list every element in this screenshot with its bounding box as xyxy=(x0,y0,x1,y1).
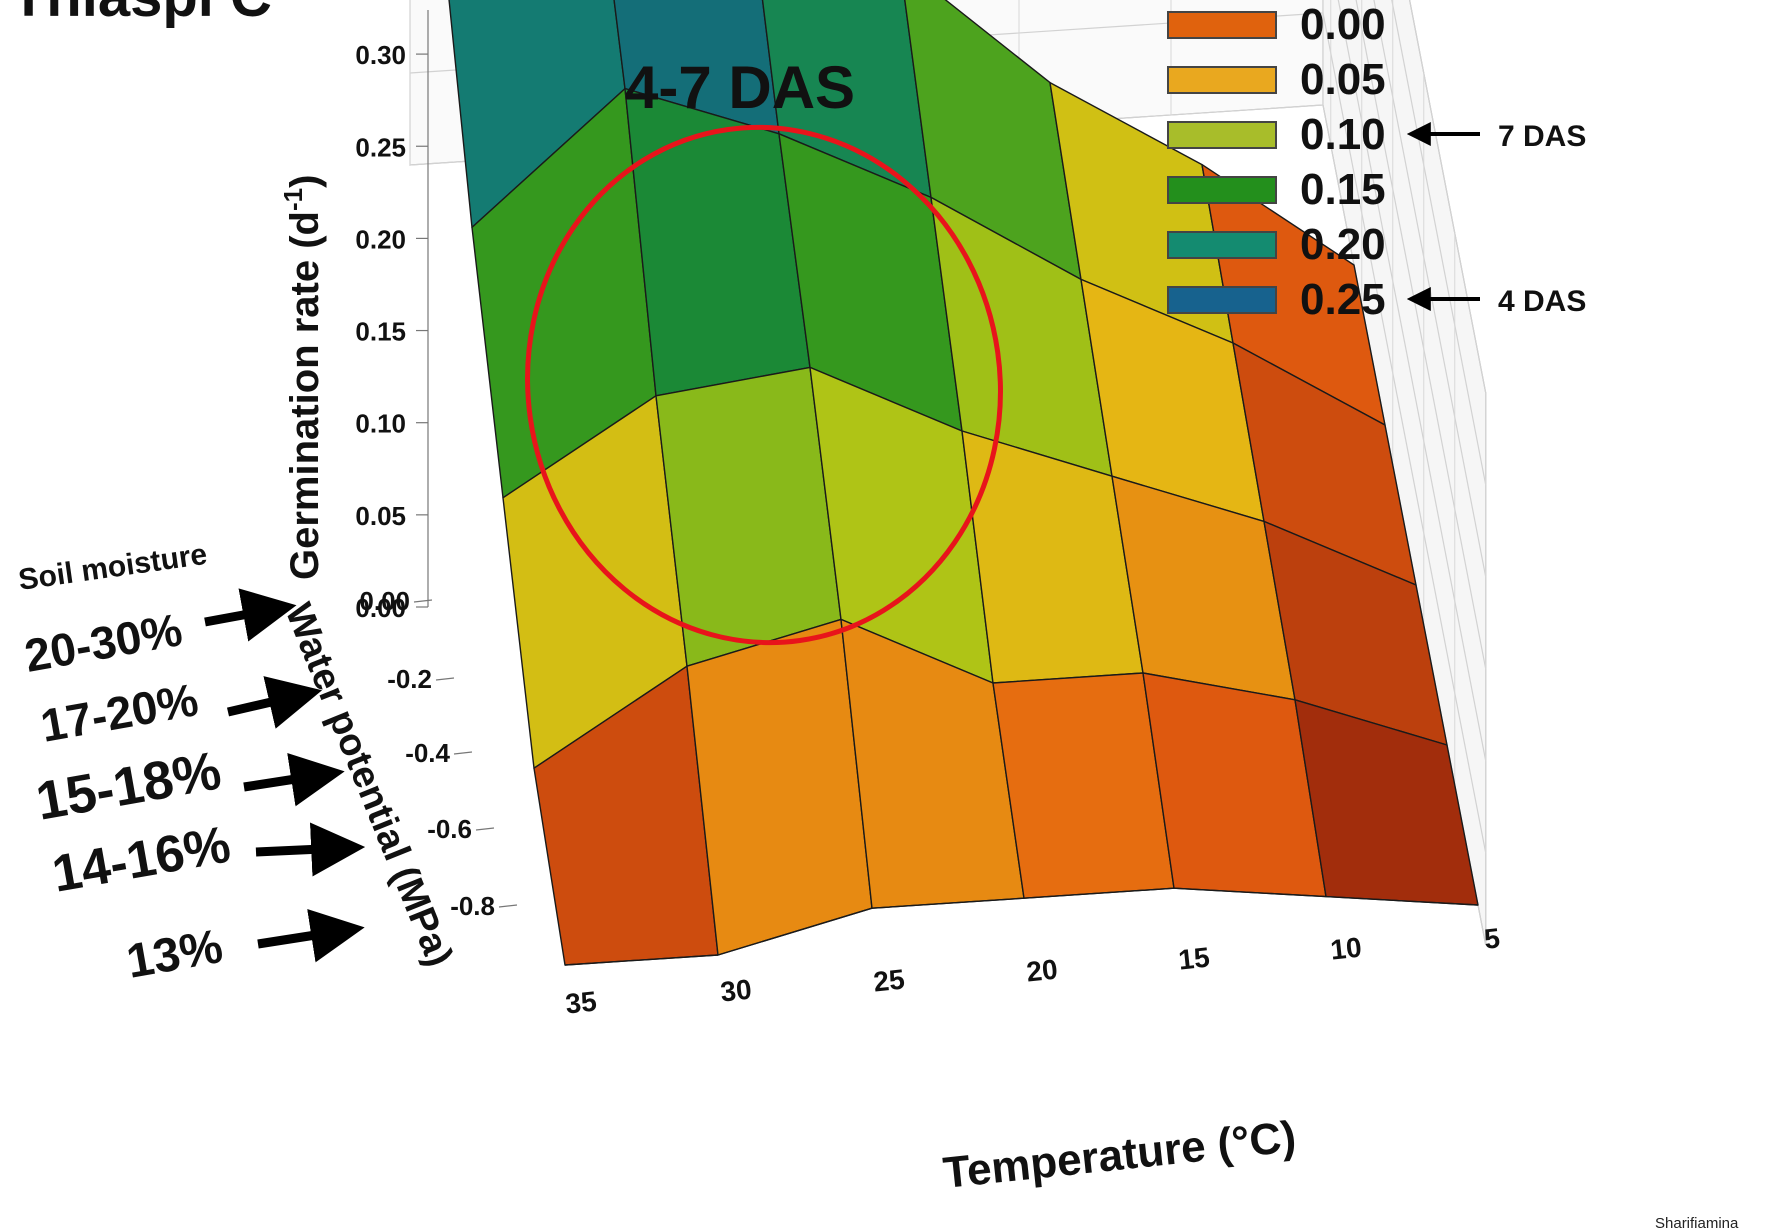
z-tick-label: 0.10 xyxy=(355,409,406,439)
z-gridline-side xyxy=(1391,0,1487,486)
soil-moisture-arrow xyxy=(243,752,345,807)
soil-moisture-level: 13% xyxy=(123,920,227,989)
soil-moisture-level: 15-18% xyxy=(32,740,226,831)
surface-cell xyxy=(686,618,873,956)
legend-swatch xyxy=(1167,121,1277,149)
legend-swatch xyxy=(1167,176,1277,204)
z-tick-label: 0.15 xyxy=(355,317,406,347)
x-tick-label: 35 xyxy=(564,986,598,1020)
surface-edge xyxy=(564,954,719,966)
surface-edge xyxy=(1325,895,1479,906)
response-surface xyxy=(448,0,1479,966)
legend-label: 0.20 xyxy=(1300,220,1386,269)
surface-edge xyxy=(871,897,1025,909)
legend-label: 0.05 xyxy=(1300,55,1386,104)
surface-edge xyxy=(1023,887,1175,899)
legend-swatch xyxy=(1167,11,1277,39)
x-axis-ticks: 35 30 25 20 15 10 5 xyxy=(564,922,1501,1019)
chart-title-fragment: of Thlaspi C xyxy=(0,0,272,29)
legend: 0.00 0.05 0.10 7 DAS 0.15 0.20 0.25 4 DAS xyxy=(1167,0,1586,324)
x-tick-label: 15 xyxy=(1177,942,1211,976)
legend-swatch xyxy=(1167,286,1277,314)
soil-moisture-level: 17-20% xyxy=(37,673,202,752)
soil-moisture-level: 20-30% xyxy=(21,603,186,682)
legend-label: 0.15 xyxy=(1300,165,1386,214)
legend-label: 0.00 xyxy=(1300,0,1386,49)
z-tick-label: 0.00 xyxy=(355,593,406,623)
y-tick-mark xyxy=(498,904,518,908)
z-gridline-side xyxy=(1337,0,1487,762)
x-tick-label: 10 xyxy=(1329,932,1363,966)
z-tick-label: 0.30 xyxy=(355,40,406,70)
y-tick-label: -0.4 xyxy=(405,738,450,768)
x-tick-label: 30 xyxy=(719,974,753,1008)
y-tick-label: -0.6 xyxy=(427,814,472,844)
z-gridline-side xyxy=(1322,12,1487,854)
legend-note: 7 DAS xyxy=(1498,120,1586,153)
soil-moisture-arrow xyxy=(257,908,365,963)
credit: Sharifiamina xyxy=(1655,1215,1739,1231)
z-tick-label: 0.25 xyxy=(355,132,406,162)
z-tick-label: 0.20 xyxy=(355,224,406,254)
x-axis-label: Temperature (°C) xyxy=(941,1112,1298,1198)
legend-label: 0.10 xyxy=(1300,110,1386,159)
z-axis-label-sup: -1 xyxy=(278,188,308,211)
x-tick-label: 5 xyxy=(1483,922,1502,954)
highlight-ellipse xyxy=(525,124,1003,646)
soil-moisture-arrow xyxy=(204,588,297,642)
z-gridline-side xyxy=(1355,0,1487,670)
y-axis-ticks: 0.00 -0.2 -0.4 -0.6 -0.8 xyxy=(359,586,518,921)
y-tick-mark xyxy=(413,599,433,603)
x-tick-label: 25 xyxy=(872,964,906,998)
legend-note: 4 DAS xyxy=(1498,285,1586,318)
z-gridline-side xyxy=(1373,0,1487,578)
legend-label: 0.25 xyxy=(1300,275,1386,324)
soil-moisture-arrow xyxy=(255,822,366,877)
surface-cell xyxy=(655,366,842,667)
axes: 0.00 0.05 0.10 0.15 0.20 0.25 0.30 0.00 -0.2 -0.… xyxy=(355,10,1501,1020)
soil-moisture-levels: 20-30%17-20%15-18%14-16% 13% xyxy=(21,588,366,989)
soil-moisture-level: 14-16% xyxy=(48,816,235,904)
das-annotation: 4-7 DAS xyxy=(625,54,855,121)
z-tick-label: 0.05 xyxy=(355,501,406,531)
soil-moisture-label: Soil moisture xyxy=(16,538,209,597)
z-axis-label-text: Germination rate (d xyxy=(283,211,327,580)
surface-cell xyxy=(992,672,1175,899)
legend-swatch xyxy=(1167,231,1277,259)
y-axis-label: Water potential (MPa) xyxy=(277,598,461,973)
surface-edge xyxy=(717,907,873,956)
z-axis-ticks: 0.00 0.05 0.10 0.15 0.20 0.25 0.30 xyxy=(355,10,429,623)
legend-swatch xyxy=(1167,66,1277,94)
soil-moisture-arrow xyxy=(226,676,323,729)
surface-edge xyxy=(1173,887,1327,898)
y-tick-label: 0.00 xyxy=(359,586,410,616)
y-tick-mark xyxy=(475,827,495,831)
x-tick-label: 20 xyxy=(1025,954,1059,988)
y-tick-mark xyxy=(453,751,473,755)
y-tick-label: -0.2 xyxy=(387,664,432,694)
z-axis-label: Germination rate (d-1) xyxy=(278,175,327,580)
z-axis-label-close: ) xyxy=(283,175,327,188)
y-tick-mark xyxy=(435,677,455,681)
y-tick-label: -0.8 xyxy=(450,891,495,921)
z-gridline-side xyxy=(1408,0,1487,394)
